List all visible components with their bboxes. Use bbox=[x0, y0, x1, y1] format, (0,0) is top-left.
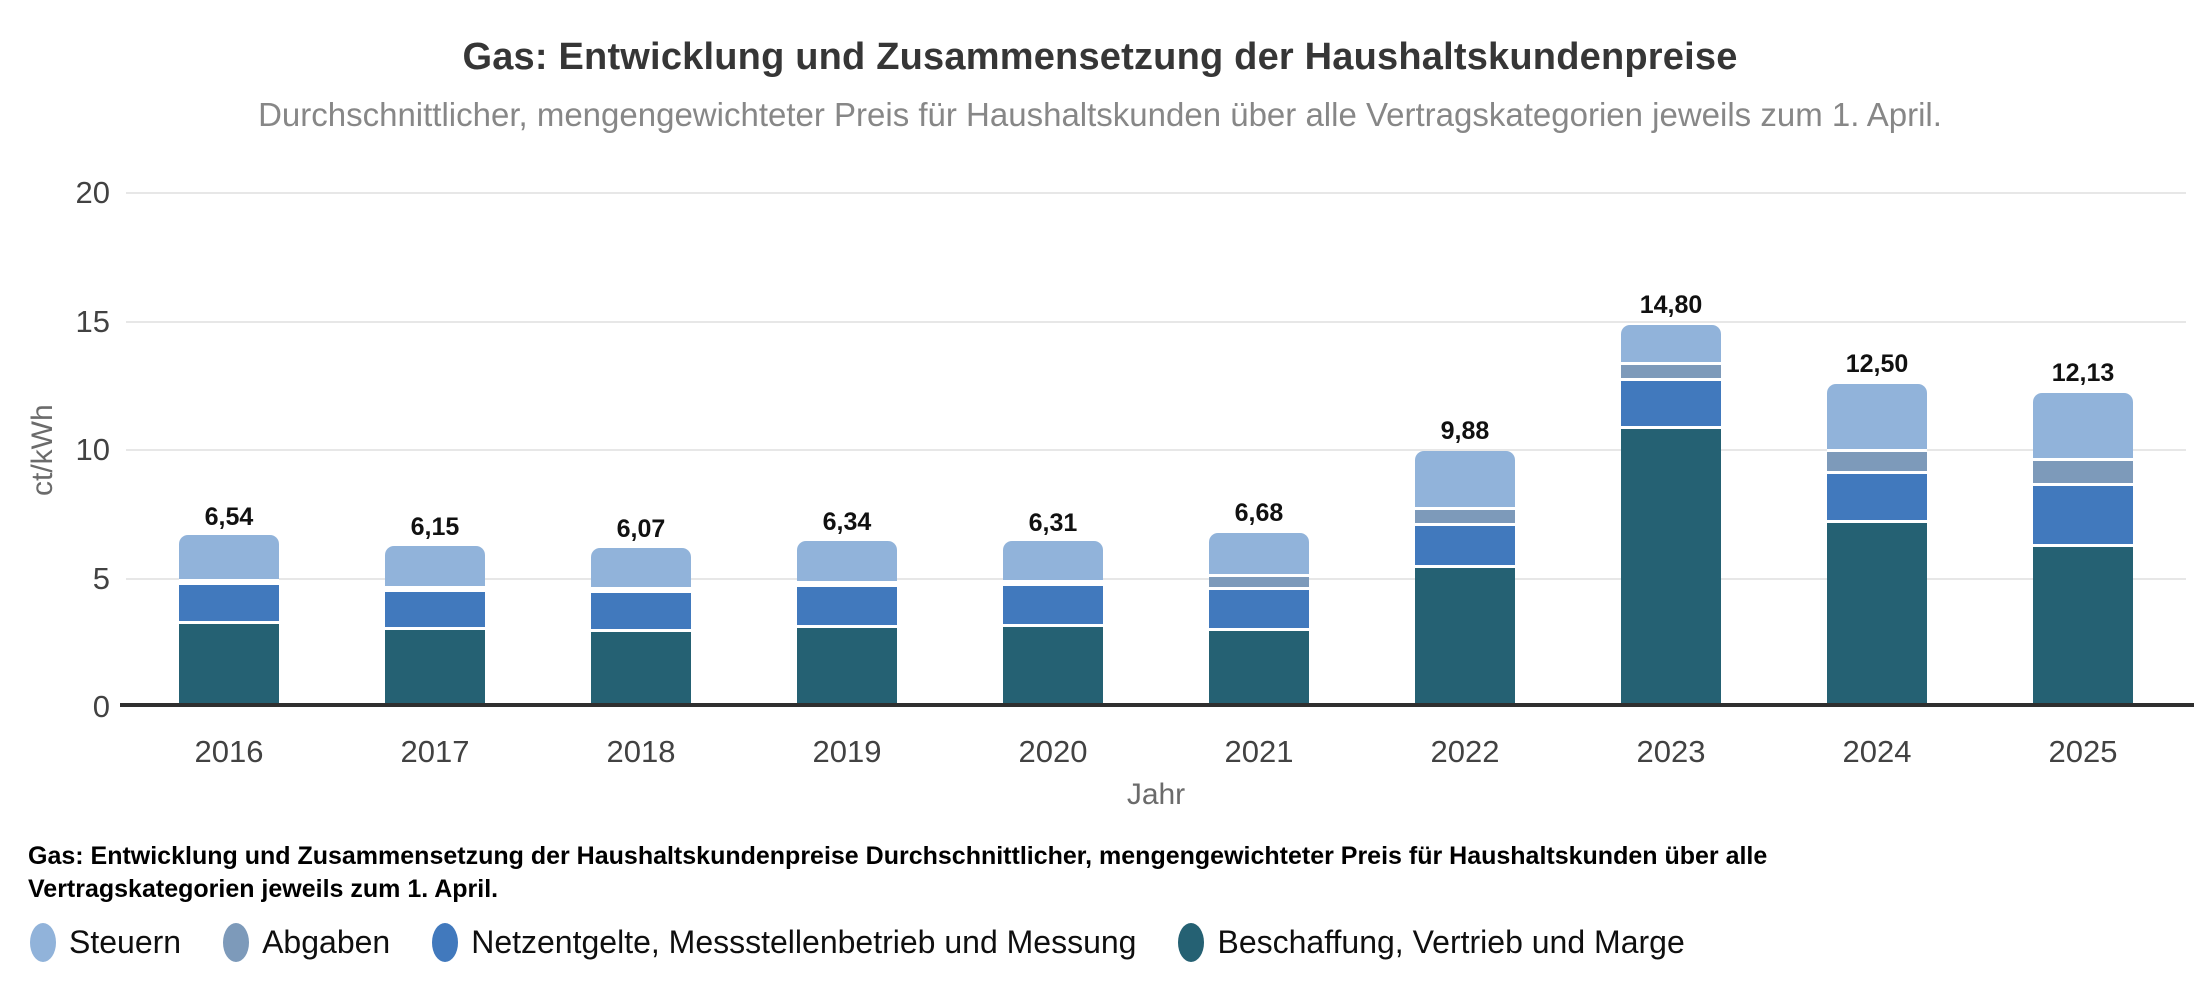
bar-segment-2022-steuern[interactable] bbox=[1415, 451, 1515, 508]
bar-segment-2016-netzentgelte[interactable] bbox=[179, 581, 279, 621]
bar-segment-2019-beschaffung[interactable] bbox=[797, 624, 897, 705]
bar-segment-2018-steuern[interactable] bbox=[591, 547, 691, 588]
bar-segment-2024-steuern[interactable] bbox=[1827, 383, 1927, 450]
bar-segment-2017-beschaffung[interactable] bbox=[385, 626, 485, 705]
bar-segment-2020-beschaffung[interactable] bbox=[1003, 624, 1103, 705]
bar-segment-2024-abgaben[interactable] bbox=[1827, 449, 1927, 471]
bar-segment-2025-beschaffung[interactable] bbox=[2033, 543, 2133, 705]
bar-segment-2020-netzentgelte[interactable] bbox=[1003, 583, 1103, 625]
total-label-2023: 14,80 bbox=[1639, 290, 1703, 319]
y-tick-label-0: 0 bbox=[92, 689, 110, 724]
bar-segment-2018-netzentgelte[interactable] bbox=[591, 590, 691, 630]
legend-swatch-icon bbox=[1178, 923, 1205, 962]
x-tick-label-2020: 2020 bbox=[1018, 734, 1088, 769]
bar-segment-2024-netzentgelte[interactable] bbox=[1827, 470, 1927, 521]
gridline-15 bbox=[126, 320, 2186, 323]
bar-segment-2016-abgaben[interactable] bbox=[179, 578, 279, 582]
legend-swatch-icon bbox=[30, 923, 56, 962]
bar-segment-2024-beschaffung[interactable] bbox=[1827, 520, 1927, 705]
x-tick-label-2016: 2016 bbox=[194, 734, 264, 769]
bar-segment-2017-abgaben[interactable] bbox=[385, 585, 485, 589]
bar-segment-2021-abgaben[interactable] bbox=[1209, 573, 1309, 588]
y-tick-label-5: 5 bbox=[92, 560, 110, 596]
bar-segment-2018-beschaffung[interactable] bbox=[591, 629, 691, 705]
bar-2023[interactable] bbox=[1621, 324, 1721, 705]
y-tick-label-15: 15 bbox=[75, 303, 110, 339]
legend-item-netzentgelte[interactable]: Netzentgelte, Messstellenbetrieb und Mes… bbox=[432, 923, 1136, 962]
bar-2016[interactable] bbox=[179, 535, 279, 705]
x-tick-label-2024: 2024 bbox=[1842, 734, 1912, 769]
legend-label: Abgaben bbox=[262, 924, 391, 960]
chart-title: Gas: Entwicklung und Zusammensetzung der… bbox=[462, 36, 1738, 78]
bar-segment-2021-steuern[interactable] bbox=[1209, 533, 1309, 574]
plot-area: 0 5 10 15 20 6,54 2016 6,15 2017 6,07 2018 6,34 2019… bbox=[76, 175, 2194, 769]
bar-segment-2019-steuern[interactable] bbox=[797, 540, 897, 581]
bar-segment-2016-beschaffung[interactable] bbox=[179, 620, 279, 705]
bar-segment-2019-abgaben[interactable] bbox=[797, 580, 897, 584]
total-label-2018: 6,07 bbox=[616, 515, 666, 543]
legend-item-steuern[interactable]: Steuern bbox=[30, 923, 181, 962]
bar-2022[interactable] bbox=[1415, 451, 1515, 705]
legend-label: Steuern bbox=[69, 924, 182, 960]
bar-segment-2017-netzentgelte[interactable] bbox=[385, 588, 485, 627]
bar-2018[interactable] bbox=[591, 547, 691, 705]
gridline-5 bbox=[126, 577, 2186, 580]
legend-item-beschaffung[interactable]: Beschaffung, Vertrieb und Marge bbox=[1178, 923, 1685, 962]
chart-subtitle: Durchschnittlicher, mengengewichteter Pr… bbox=[258, 96, 1942, 133]
legend-label: Beschaffung, Vertrieb und Marge bbox=[1217, 924, 1685, 960]
x-axis-title: Jahr bbox=[1126, 778, 1186, 811]
x-tick-label-2025: 2025 bbox=[2048, 734, 2118, 769]
bar-segment-2023-beschaffung[interactable] bbox=[1621, 426, 1721, 705]
total-label-2025: 12,13 bbox=[2051, 359, 2115, 388]
bar-segment-2025-netzentgelte[interactable] bbox=[2033, 483, 2133, 544]
bar-segment-2018-abgaben[interactable] bbox=[591, 587, 691, 591]
x-tick-label-2018: 2018 bbox=[606, 734, 676, 769]
bar-2019[interactable] bbox=[797, 540, 897, 705]
bar-segment-2020-abgaben[interactable] bbox=[1003, 580, 1103, 584]
bar-2017[interactable] bbox=[385, 545, 485, 705]
x-axis-baseline bbox=[120, 703, 2194, 707]
x-tick-label-2021: 2021 bbox=[1224, 734, 1294, 769]
x-tick-label-2023: 2023 bbox=[1636, 734, 1706, 769]
legend-swatch-icon bbox=[432, 923, 459, 962]
bar-segment-2017-steuern[interactable] bbox=[385, 545, 485, 586]
bar-segment-2025-abgaben[interactable] bbox=[2033, 457, 2133, 484]
total-label-2016: 6,54 bbox=[204, 502, 254, 531]
legend-label: Netzentgelte, Messstellenbetrieb und Mes… bbox=[471, 924, 1137, 960]
total-label-2022: 9,88 bbox=[1440, 417, 1490, 446]
bar-segment-2023-netzentgelte[interactable] bbox=[1621, 377, 1721, 427]
x-tick-label-2022: 2022 bbox=[1430, 734, 1500, 769]
total-label-2024: 12,50 bbox=[1845, 349, 1909, 378]
y-tick-label-20: 20 bbox=[75, 175, 110, 210]
gridline-20 bbox=[126, 192, 2186, 194]
total-label-2020: 6,31 bbox=[1028, 508, 1078, 537]
legend-item-abgaben[interactable]: Abgaben bbox=[223, 923, 390, 962]
legend-swatch-icon bbox=[223, 923, 250, 962]
bar-segment-2025-steuern[interactable] bbox=[2033, 393, 2133, 458]
x-tick-label-2019: 2019 bbox=[812, 734, 882, 769]
bar-segment-2022-beschaffung[interactable] bbox=[1415, 564, 1515, 705]
total-label-2019: 6,34 bbox=[822, 508, 872, 537]
legend: Steuern Abgaben Netzentgelte, Messstellenb… bbox=[30, 923, 1685, 962]
bar-segment-2021-beschaffung[interactable] bbox=[1209, 627, 1309, 705]
gridline-10 bbox=[126, 449, 2186, 451]
bar-2020[interactable] bbox=[1003, 541, 1103, 705]
bar-2024[interactable] bbox=[1827, 383, 1927, 705]
total-label-2017: 6,15 bbox=[410, 512, 460, 541]
bar-segment-2022-abgaben[interactable] bbox=[1415, 507, 1515, 523]
y-tick-label-10: 10 bbox=[75, 432, 110, 467]
bar-segment-2023-abgaben[interactable] bbox=[1621, 362, 1721, 378]
bar-segment-2020-steuern[interactable] bbox=[1003, 541, 1103, 581]
bar-segment-2022-netzentgelte[interactable] bbox=[1415, 522, 1515, 565]
chart-caption: Gas: Entwicklung und Zusammensetzung der… bbox=[28, 842, 1768, 903]
bar-segment-2019-netzentgelte[interactable] bbox=[797, 583, 897, 625]
bar-2025[interactable] bbox=[2033, 393, 2133, 705]
bar-2021[interactable] bbox=[1209, 533, 1309, 705]
x-tick-label-2017: 2017 bbox=[400, 734, 470, 769]
bar-segment-2016-steuern[interactable] bbox=[179, 535, 279, 579]
bar-segment-2021-netzentgelte[interactable] bbox=[1209, 587, 1309, 628]
bar-segment-2023-steuern[interactable] bbox=[1621, 324, 1721, 363]
total-label-2021: 6,68 bbox=[1234, 499, 1284, 528]
